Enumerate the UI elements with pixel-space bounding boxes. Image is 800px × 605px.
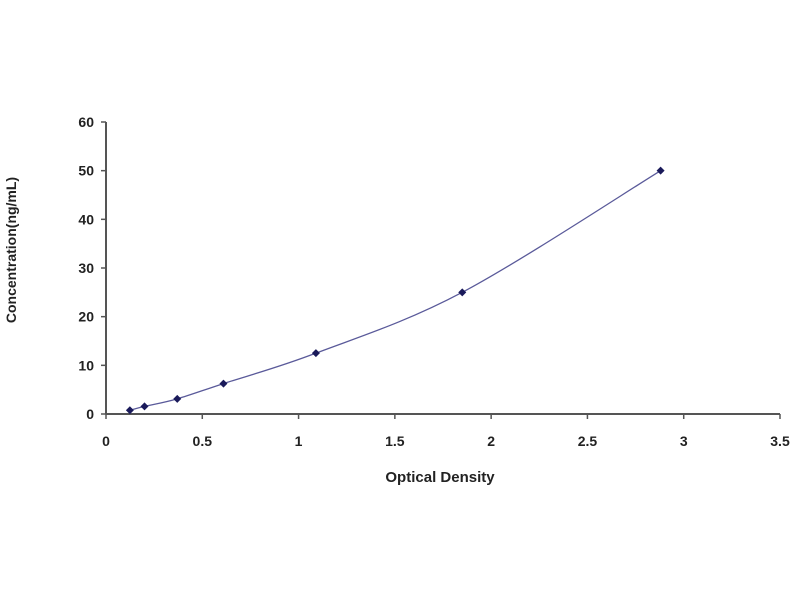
axes: 0 0.5 1 1.5 2 2.5 3 3.5 0 10 20 30 40 50 60 (78, 114, 790, 449)
data-point (140, 402, 149, 411)
x-tick-label: 2 (487, 433, 495, 449)
x-axis-label: Optical Density (385, 469, 495, 486)
data-point (219, 379, 228, 388)
data-point (458, 288, 467, 297)
y-tick-label: 50 (78, 163, 94, 179)
x-tick-label: 1 (295, 433, 303, 449)
x-tick-label: 0 (102, 433, 110, 449)
x-tick-label: 2.5 (578, 433, 598, 449)
x-tick-label: 3 (680, 433, 688, 449)
data-point (173, 394, 182, 403)
data-point (125, 406, 134, 415)
y-tick-label: 10 (78, 357, 94, 373)
x-tick-label: 1.5 (385, 433, 405, 449)
data-point (656, 166, 665, 175)
y-tick-label: 60 (78, 114, 94, 130)
y-tick-label: 0 (86, 406, 94, 422)
data-points (125, 166, 665, 415)
x-tick-label: 3.5 (770, 433, 790, 449)
fit-curve-group (129, 170, 661, 411)
y-tick-label: 30 (78, 260, 94, 276)
x-tick-label: 0.5 (193, 433, 213, 449)
data-point (311, 349, 320, 358)
y-tick-label: 20 (78, 309, 94, 325)
y-axis-label: Concentration(ng/mL) (3, 177, 19, 323)
fit-curve (129, 170, 661, 411)
y-tick-label: 40 (78, 211, 94, 227)
